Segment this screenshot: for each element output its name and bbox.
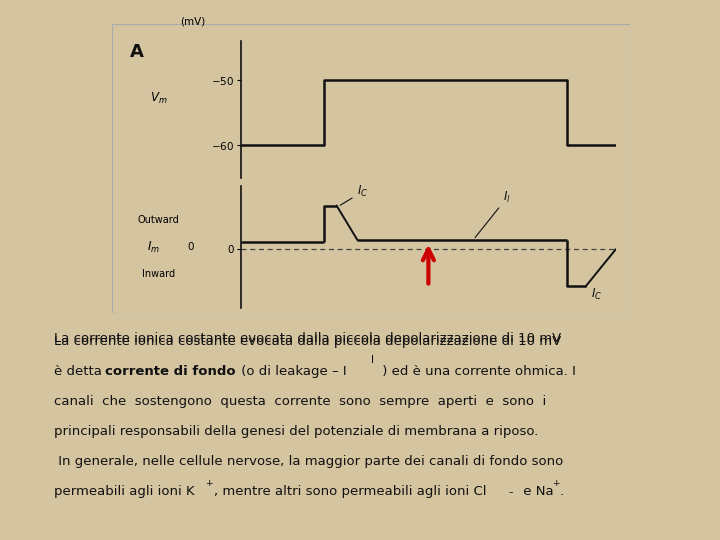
Text: In generale, nelle cellule nervose, la maggior parte dei canali di fondo sono: In generale, nelle cellule nervose, la m…: [54, 455, 563, 468]
Text: ) ed è una corrente ohmica. I: ) ed è una corrente ohmica. I: [378, 365, 576, 378]
Text: permeabili agli ioni K: permeabili agli ioni K: [54, 485, 194, 498]
Text: Inward: Inward: [143, 269, 176, 279]
Text: Outward: Outward: [138, 215, 180, 225]
Text: La corrente ionica costante evocata dalla piccola depolarizzazione di 10 mV: La corrente ionica costante evocata dall…: [54, 335, 562, 348]
Text: +: +: [205, 479, 212, 488]
Text: corrente di fondo: corrente di fondo: [105, 365, 235, 378]
Text: 0: 0: [187, 242, 194, 252]
Text: l: l: [371, 355, 374, 365]
Text: $I_C$: $I_C$: [586, 286, 603, 302]
Text: , mentre altri sono permeabili agli ioni Cl: , mentre altri sono permeabili agli ioni…: [214, 485, 487, 498]
Text: (mV): (mV): [180, 17, 205, 26]
Text: (o di leakage – I: (o di leakage – I: [237, 365, 346, 378]
Text: $I_C$: $I_C$: [340, 184, 369, 205]
Text: .: .: [560, 485, 564, 498]
Text: canali  che  sostengono  questa  corrente  sono  sempre  aperti  e  sono  i: canali che sostengono questa corrente so…: [54, 395, 546, 408]
Text: +: +: [552, 479, 559, 488]
Text: A: A: [130, 43, 143, 61]
Text: $I_l$: $I_l$: [475, 190, 511, 238]
Text: La corrente ionica costante evocata dalla piccola depolarizzazione di 10 mV: La corrente ionica costante evocata dall…: [54, 332, 562, 345]
Text: principali responsabili della genesi del potenziale di membrana a riposo.: principali responsabili della genesi del…: [54, 425, 539, 438]
Text: $I_m$: $I_m$: [147, 240, 160, 254]
Text: e Na: e Na: [519, 485, 554, 498]
Text: $V_m$: $V_m$: [150, 91, 168, 106]
Text: –: –: [509, 488, 513, 497]
Text: è detta: è detta: [54, 365, 106, 378]
